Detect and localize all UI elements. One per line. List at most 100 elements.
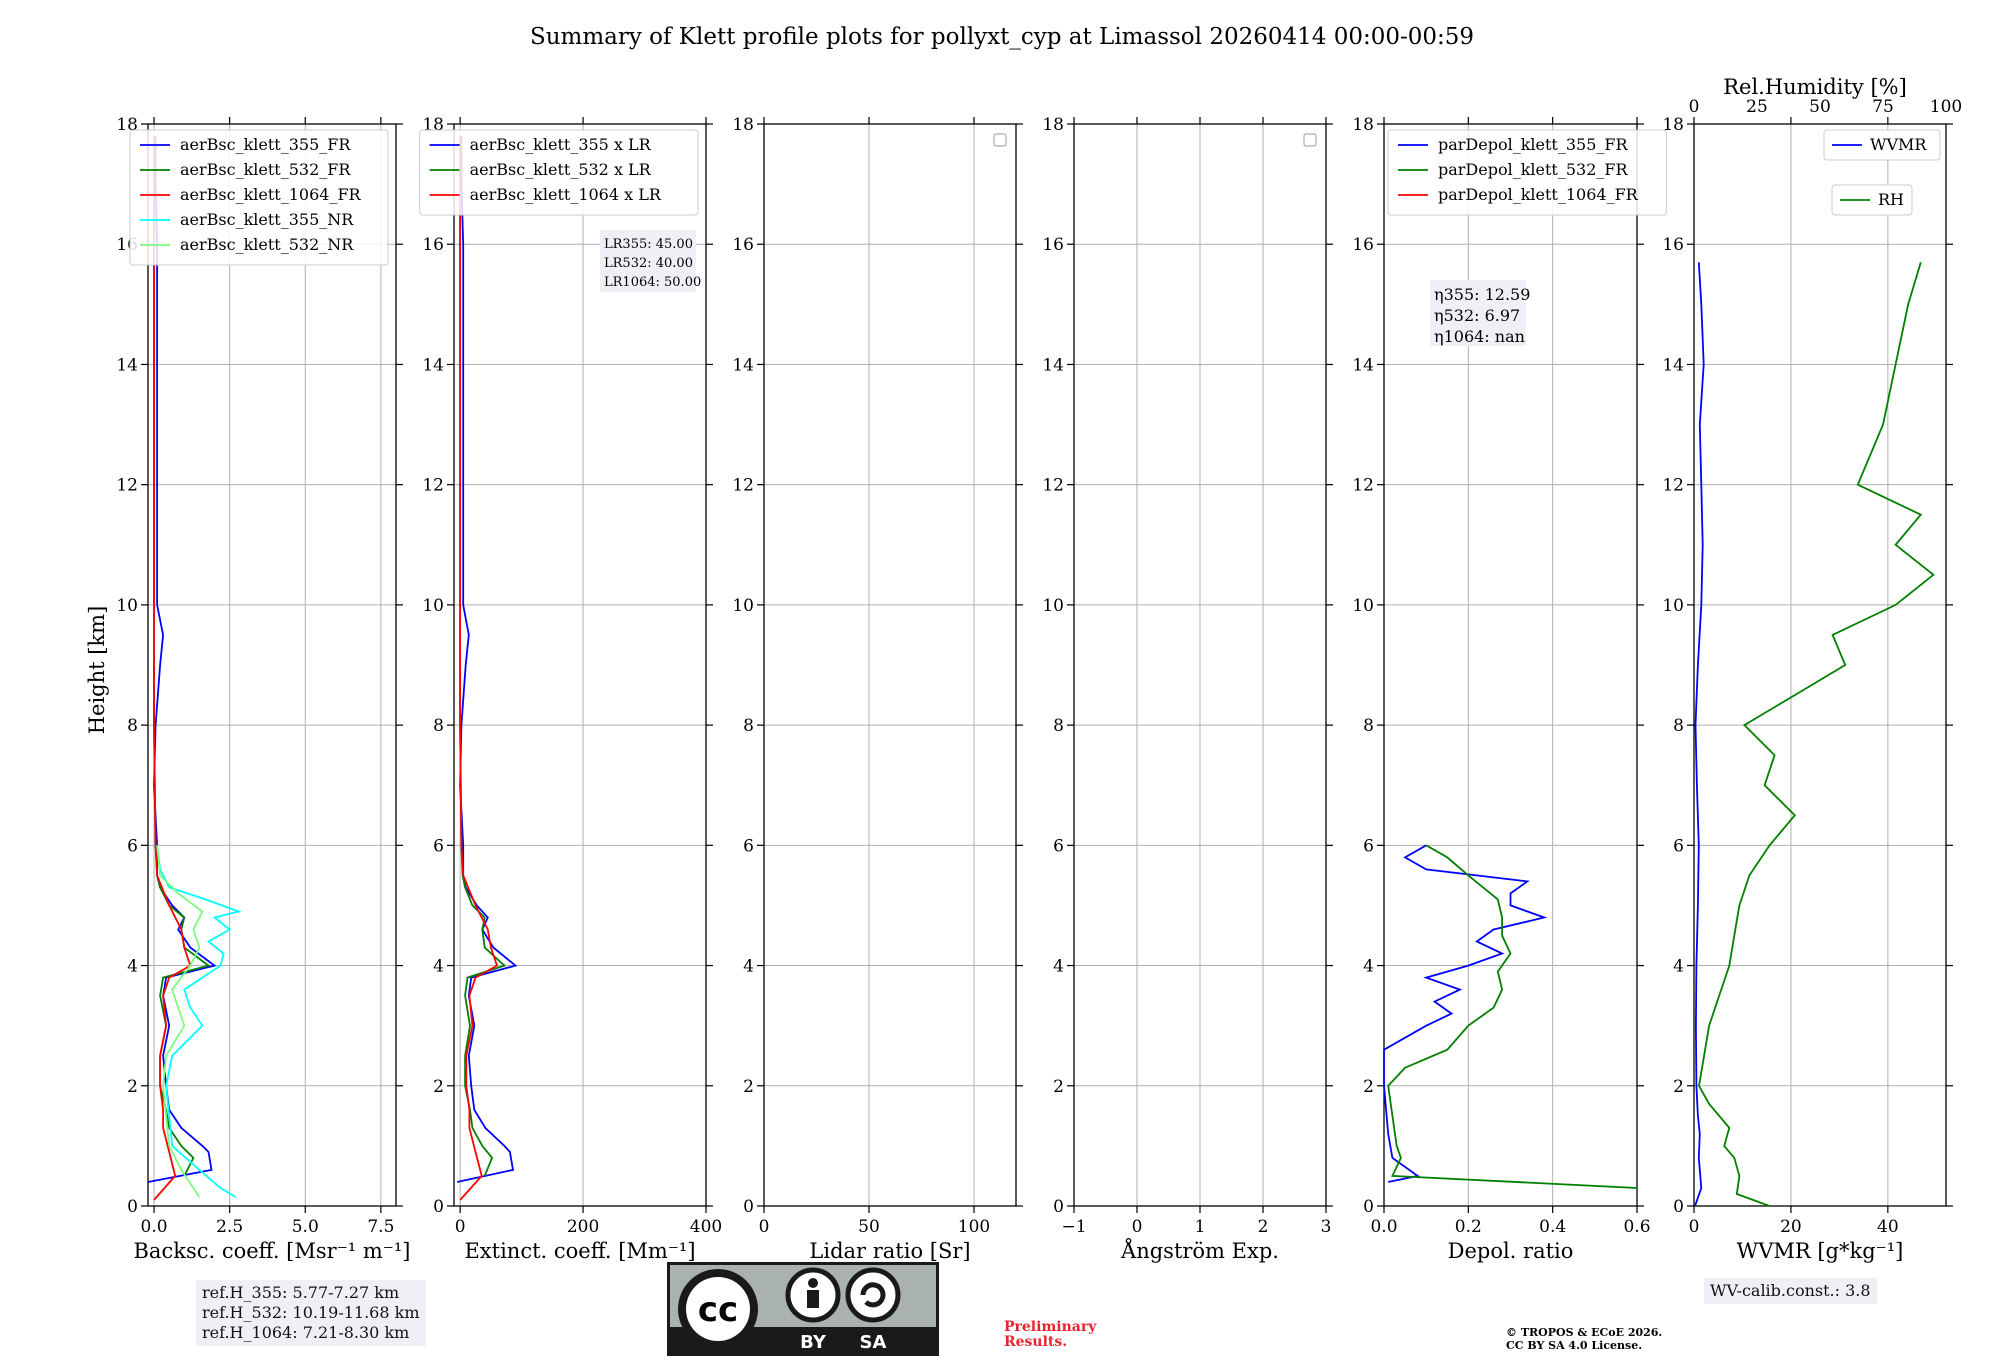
- ref-h-1064: ref.H_1064: 7.21-8.30 km: [202, 1323, 410, 1342]
- wv-calib-text: WV-calib.const.: 3.8: [1710, 1281, 1871, 1300]
- sa-icon-arrow: [860, 1282, 886, 1308]
- ref-h-355: ref.H_355: 5.77-7.27 km: [202, 1283, 400, 1302]
- series-line-parDepol_klett_355_FR: [1383, 844, 1548, 1183]
- y-tick-label: 4: [1673, 957, 1684, 977]
- y-tick-label: 10: [1662, 596, 1684, 616]
- series-line-aerBsc_klett_532_FR: [153, 136, 211, 1177]
- y-tick-label: 8: [127, 716, 138, 736]
- y-tick-label: 2: [1363, 1077, 1374, 1097]
- y-tick-label: 14: [422, 355, 444, 375]
- series-line-aerBsc_klett_355 x LR: [456, 136, 518, 1183]
- sa-label: SA: [860, 1332, 887, 1353]
- y-tick-label: 6: [1673, 836, 1684, 856]
- series-line-parDepol_klett_532_FR: [1387, 844, 1638, 1189]
- panel-depolarization: 0 2 4 6 8 10 12 14 16 18 0.0 0.2 0.4 0.6 Depol. ratio p…: [1352, 115, 1667, 1263]
- legend-box: [419, 129, 699, 216]
- axes-frame: [453, 123, 707, 1207]
- x-tick-label: 2: [1258, 1217, 1269, 1237]
- y-tick-label: 16: [1352, 235, 1374, 255]
- legend-label: aerBsc_klett_1064_FR: [180, 185, 362, 204]
- y-tick-label: 2: [433, 1077, 444, 1097]
- y-tick-label: 6: [743, 836, 754, 856]
- ref-h-532: ref.H_532: 10.19-11.68 km: [202, 1303, 420, 1322]
- y-tick-label: 12: [422, 476, 444, 496]
- legend-box: [1823, 129, 1941, 161]
- lidar-ratio-box: [600, 230, 696, 292]
- axes-frame: [1383, 123, 1638, 1207]
- y-tick-label: 10: [1352, 596, 1374, 616]
- y-tick-label: 8: [1053, 716, 1064, 736]
- x-tick-label: 0.6: [1623, 1217, 1650, 1237]
- y-tick-label: 16: [1662, 235, 1684, 255]
- y-tick-label: 4: [433, 957, 444, 977]
- cc-badge-graphic: cc BY SA: [670, 1267, 936, 1353]
- x-axis-label: Backsc. coeff. [Msr⁻¹ m⁻¹]: [134, 1239, 411, 1263]
- x-tick-label: 0.0: [141, 1217, 168, 1237]
- legend-box: [129, 129, 389, 266]
- top-x-tick-label: 50: [1809, 97, 1831, 117]
- series-line-aerBsc_klett_1064 x LR: [459, 136, 499, 1201]
- angstrom-label: η355: 12.59: [1434, 285, 1530, 304]
- x-tick-label: 100: [958, 1217, 990, 1237]
- x-tick-label: 0.0: [1370, 1217, 1397, 1237]
- legend-label: parDepol_klett_532_FR: [1438, 160, 1629, 179]
- top-x-tick-label: 75: [1872, 97, 1894, 117]
- x-tick-label: 400: [690, 1217, 722, 1237]
- by-icon-head: [808, 1278, 818, 1288]
- x-tick-label: 0: [455, 1217, 466, 1237]
- wv-calib-box: WV-calib.const.: 3.8: [1704, 1278, 1877, 1304]
- legend-label: aerBsc_klett_532_NR: [180, 235, 354, 254]
- x-tick-label: 20: [1780, 1217, 1802, 1237]
- y-tick-label: 10: [1042, 596, 1064, 616]
- x-tick-label: 7.5: [367, 1217, 394, 1237]
- x-tick-label: 3: [1321, 1217, 1332, 1237]
- series-line-aerBsc_klett_1064_FR: [153, 136, 192, 1201]
- x-tick-label: −1: [1061, 1217, 1086, 1237]
- top-x-tick-label: 25: [1746, 97, 1768, 117]
- x-axis-label: Extinct. coeff. [Mm⁻¹]: [464, 1239, 695, 1263]
- y-tick-label: 14: [116, 355, 138, 375]
- y-tick-label: 4: [1363, 957, 1374, 977]
- y-tick-label: 16: [732, 235, 754, 255]
- series-line-aerBsc_klett_355_NR: [156, 845, 242, 1198]
- y-tick-label: 18: [732, 115, 754, 135]
- y-tick-label: 0: [433, 1197, 444, 1217]
- copyright-line-2: CC BY SA 4.0 License.: [1506, 1339, 1643, 1352]
- figure-title: Summary of Klett profile plots for polly…: [530, 24, 1474, 50]
- legend-label: RH: [1878, 190, 1904, 209]
- preliminary-line-1: Preliminary: [1004, 1319, 1097, 1335]
- x-axis-label: WVMR [g*kg⁻¹]: [1737, 1239, 1904, 1263]
- y-tick-label: 8: [433, 716, 444, 736]
- x-tick-label: 0: [1132, 1217, 1143, 1237]
- axes-frame: [147, 123, 397, 1207]
- by-label: BY: [800, 1332, 827, 1353]
- reference-height-box: ref.H_355: 5.77-7.27 km ref.H_532: 10.19…: [196, 1280, 426, 1346]
- y-tick-label: 6: [1053, 836, 1064, 856]
- cc-label: cc: [698, 1290, 738, 1330]
- y-tick-label: 4: [127, 957, 138, 977]
- y-tick-label: 12: [1662, 476, 1684, 496]
- y-tick-label: 12: [116, 476, 138, 496]
- series-line-RH: [1698, 262, 1935, 1207]
- angstrom-box: [1430, 280, 1526, 346]
- legend-box: [1387, 129, 1667, 216]
- legend-label: aerBsc_klett_532 x LR: [470, 160, 652, 179]
- x-tick-label: 2.5: [216, 1217, 243, 1237]
- y-tick-label: 2: [743, 1077, 754, 1097]
- legend-label: aerBsc_klett_355_FR: [180, 135, 351, 154]
- y-tick-label: 4: [743, 957, 754, 977]
- x-tick-label: 0: [1689, 1217, 1700, 1237]
- y-tick-label: 0: [1673, 1197, 1684, 1217]
- y-tick-label: 2: [1673, 1077, 1684, 1097]
- x-tick-label: 1: [1195, 1217, 1206, 1237]
- y-tick-label: 0: [1363, 1197, 1374, 1217]
- series-line-aerBsc_klett_532_NR: [156, 845, 204, 1198]
- x-axis-label: Ångström Exp.: [1120, 1238, 1279, 1263]
- y-tick-label: 4: [1053, 957, 1064, 977]
- legend-box: [1831, 184, 1913, 216]
- x-axis-label: Depol. ratio: [1448, 1239, 1574, 1263]
